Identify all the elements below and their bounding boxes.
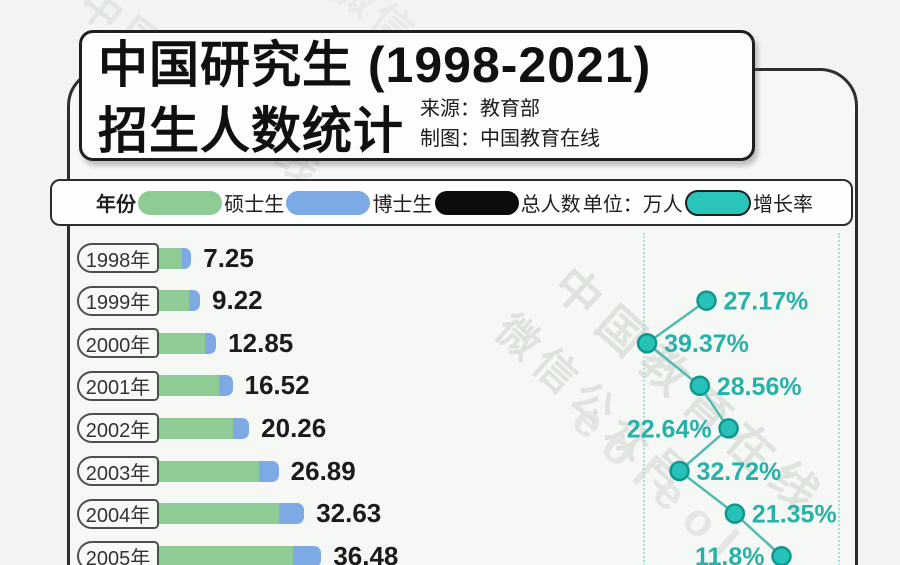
masters-bar-segment (159, 417, 234, 439)
total-value-label: 26.89 (290, 455, 356, 486)
phd-bar-segment (189, 290, 201, 312)
year-pill: 2005年 (77, 541, 159, 565)
enrollment-bar (159, 417, 250, 439)
legend-unit-label: 单位：万人 (582, 194, 683, 216)
total-value-label: 7.25 (203, 242, 254, 273)
total-value-label: 16.52 (244, 370, 310, 401)
page-title-line1: 中国研究生 (1998-2021) (98, 37, 652, 93)
enrollment-bar (159, 503, 305, 525)
enrollment-bar (159, 545, 322, 565)
year-label: 2004年 (85, 505, 151, 528)
total-swatch (434, 190, 519, 215)
legend-masters-label: 硕士生 (224, 194, 285, 216)
legend-total-label: 总人数 (520, 194, 581, 216)
legend-bar: 年份 硕士生 博士生 总人数 单位：万人 增长率 (50, 179, 853, 226)
year-label: 1998年 (85, 249, 151, 272)
total-value-label: 36.48 (333, 540, 399, 565)
masters-swatch (138, 190, 223, 215)
phd-bar-segment (258, 460, 279, 482)
phd-swatch (286, 190, 371, 215)
masters-bar-segment (159, 290, 190, 312)
year-pill: 1998年 (77, 243, 159, 273)
year-row: 1998年 7.25 (77, 243, 254, 273)
title-card: 中国研究生 (1998-2021) 招生人数统计 来源：教育部 制图：中国教育在… (79, 30, 755, 161)
credit-label: 制图：中国教育在线 (420, 128, 600, 150)
total-value-label: 12.85 (228, 327, 294, 358)
source-label: 来源：教育部 (420, 98, 540, 120)
year-pill: 2003年 (77, 456, 159, 486)
masters-bar-segment (159, 503, 280, 525)
growth-swatch (684, 189, 751, 216)
year-row: 2002年 20.26 (77, 412, 327, 444)
masters-bar-segment (159, 332, 206, 354)
phd-bar-segment (293, 545, 322, 565)
year-label: 2005年 (85, 547, 151, 565)
legend-phd-label: 博士生 (372, 194, 433, 216)
total-value-label: 9.22 (212, 285, 263, 316)
masters-bar-segment (159, 247, 183, 269)
phd-bar-segment (233, 417, 250, 439)
masters-bar-segment (159, 545, 294, 565)
page-title-line2: 招生人数统计 (98, 103, 404, 159)
year-pill: 1999年 (77, 285, 159, 316)
phd-bar-segment (205, 332, 217, 354)
legend-growth-label: 增长率 (752, 194, 813, 216)
masters-bar-segment (159, 460, 259, 482)
total-value-label: 32.63 (316, 498, 382, 529)
year-label: 2001年 (85, 377, 151, 400)
enrollment-bar (159, 247, 192, 269)
phd-bar-segment (182, 247, 192, 269)
year-row: 2004年 32.63 (77, 498, 382, 529)
phd-bar-segment (279, 503, 305, 525)
year-row: 2003年 26.89 (77, 456, 356, 486)
total-value-label: 20.26 (261, 412, 327, 443)
year-pill: 2000年 (77, 328, 159, 359)
year-pill: 2002年 (77, 413, 159, 444)
year-label: 2003年 (85, 462, 151, 485)
enrollment-bar (159, 290, 201, 312)
growth-gridline-0pct (838, 233, 840, 565)
legend-year-label: 年份 (96, 194, 136, 216)
year-label: 1999年 (85, 292, 151, 315)
year-row: 2000年 12.85 (77, 327, 294, 359)
masters-bar-segment (159, 375, 219, 397)
year-row: 2001年 16.52 (77, 370, 310, 401)
enrollment-bar (159, 332, 217, 354)
year-label: 2002年 (85, 419, 151, 442)
year-row: 2005年 36.48 (77, 541, 398, 565)
enrollment-bar (159, 375, 233, 397)
year-pill: 2001年 (77, 370, 159, 401)
year-label: 2000年 (85, 334, 151, 357)
growth-gridline-40pct (643, 233, 645, 565)
year-pill: 2004年 (77, 498, 159, 529)
enrollment-bar (159, 460, 279, 482)
year-row: 1999年 9.22 (77, 285, 263, 316)
phd-bar-segment (218, 375, 233, 397)
